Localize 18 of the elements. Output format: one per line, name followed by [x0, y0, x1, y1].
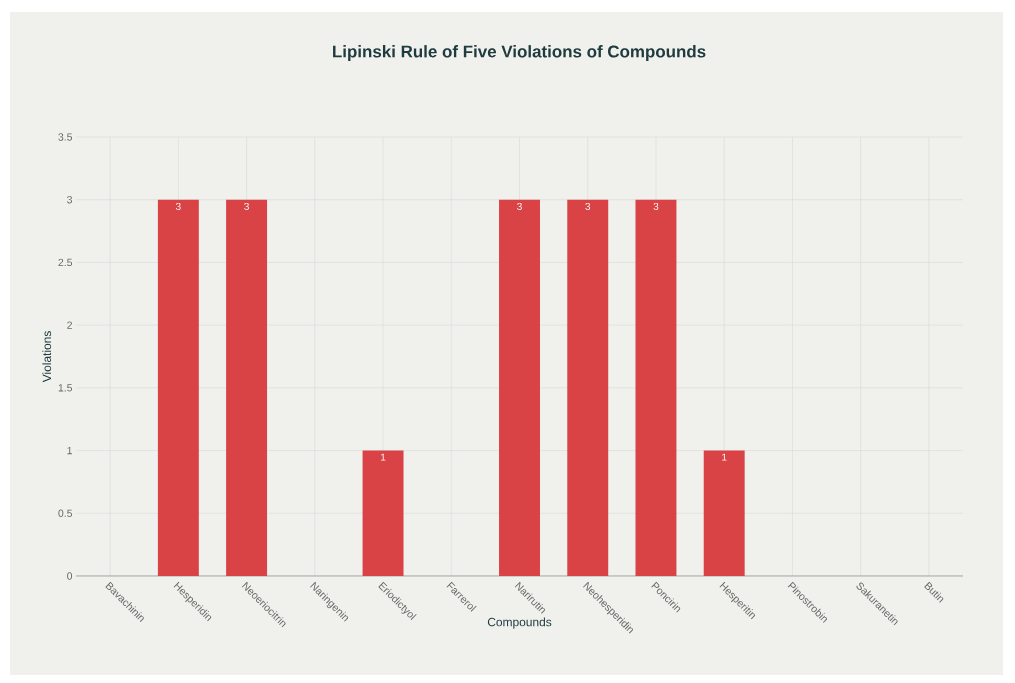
data-label: 3: [585, 202, 591, 210]
chart-title: Lipinski Rule of Five Violations of Compounds: [333, 45, 706, 61]
data-label: 3: [653, 202, 659, 210]
data-label: 3: [175, 202, 181, 210]
y-axis-title: Violations: [42, 331, 52, 383]
y-tick-label: 0.5: [58, 509, 73, 517]
y-tick-label: 2: [67, 321, 72, 329]
y-tick-label: 2.5: [58, 258, 73, 267]
y-tick-label: 1.5: [58, 384, 73, 392]
data-label: 3: [244, 202, 249, 210]
data-label: 1: [722, 453, 727, 461]
x-axis-title: Compounds: [487, 617, 552, 629]
y-tick-label: 3: [67, 196, 73, 204]
data-label: 3: [517, 202, 522, 210]
y-tick-label: 1: [67, 446, 72, 455]
y-tick-label: 3.5: [58, 133, 73, 141]
y-tick-label: 0: [67, 572, 73, 580]
data-label: 1: [381, 453, 386, 461]
